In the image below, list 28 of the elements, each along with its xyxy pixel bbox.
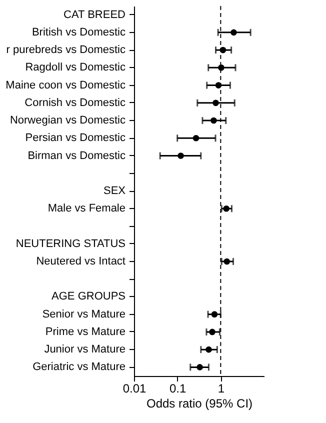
point — [224, 258, 230, 265]
y-tick-label: Junior vs Mature — [44, 344, 126, 356]
x-axis-title: Odds ratio (95% CI) — [146, 396, 253, 410]
y-tick-label: Persian vs Domestic — [25, 132, 126, 144]
y-tick-label: Neutered vs Intact — [36, 255, 126, 268]
y-tick-label: Birman vs Domestic — [28, 150, 126, 162]
point — [223, 205, 230, 212]
y-tick-label: NEUTERING STATUS — [16, 238, 126, 250]
y-tick-label: Maine coon vs Domestic — [6, 79, 126, 92]
y-tick-label: Male vs Female — [48, 202, 126, 215]
x-tick-label: 1 — [218, 382, 225, 396]
y-tick-label: Norwegian vs Domestic — [10, 114, 126, 127]
y-tick-label: Senior vs Mature — [42, 308, 126, 320]
y-tick-label: SEX — [103, 185, 126, 197]
x-tick-label: 0.1 — [169, 382, 186, 396]
y-tick-label: Ragdoll vs Domestic — [25, 62, 126, 74]
point — [211, 311, 218, 318]
y-tick-label: Geriatric vs Mature — [32, 361, 126, 374]
y-tick-label: Prime vs Mature — [45, 326, 126, 338]
x-tick-label: 0.01 — [122, 382, 146, 396]
y-tick-label: CAT BREED — [64, 8, 126, 21]
point — [210, 117, 217, 124]
y-tick-label: Cornish vs Domestic — [24, 96, 126, 109]
point — [212, 100, 219, 106]
y-tick-label: r purebreds vs Domestic — [6, 44, 126, 56]
y-tick-label: AGE GROUPS — [52, 290, 126, 303]
y-tick-label: British vs Domestic — [32, 26, 126, 38]
point — [209, 328, 216, 336]
